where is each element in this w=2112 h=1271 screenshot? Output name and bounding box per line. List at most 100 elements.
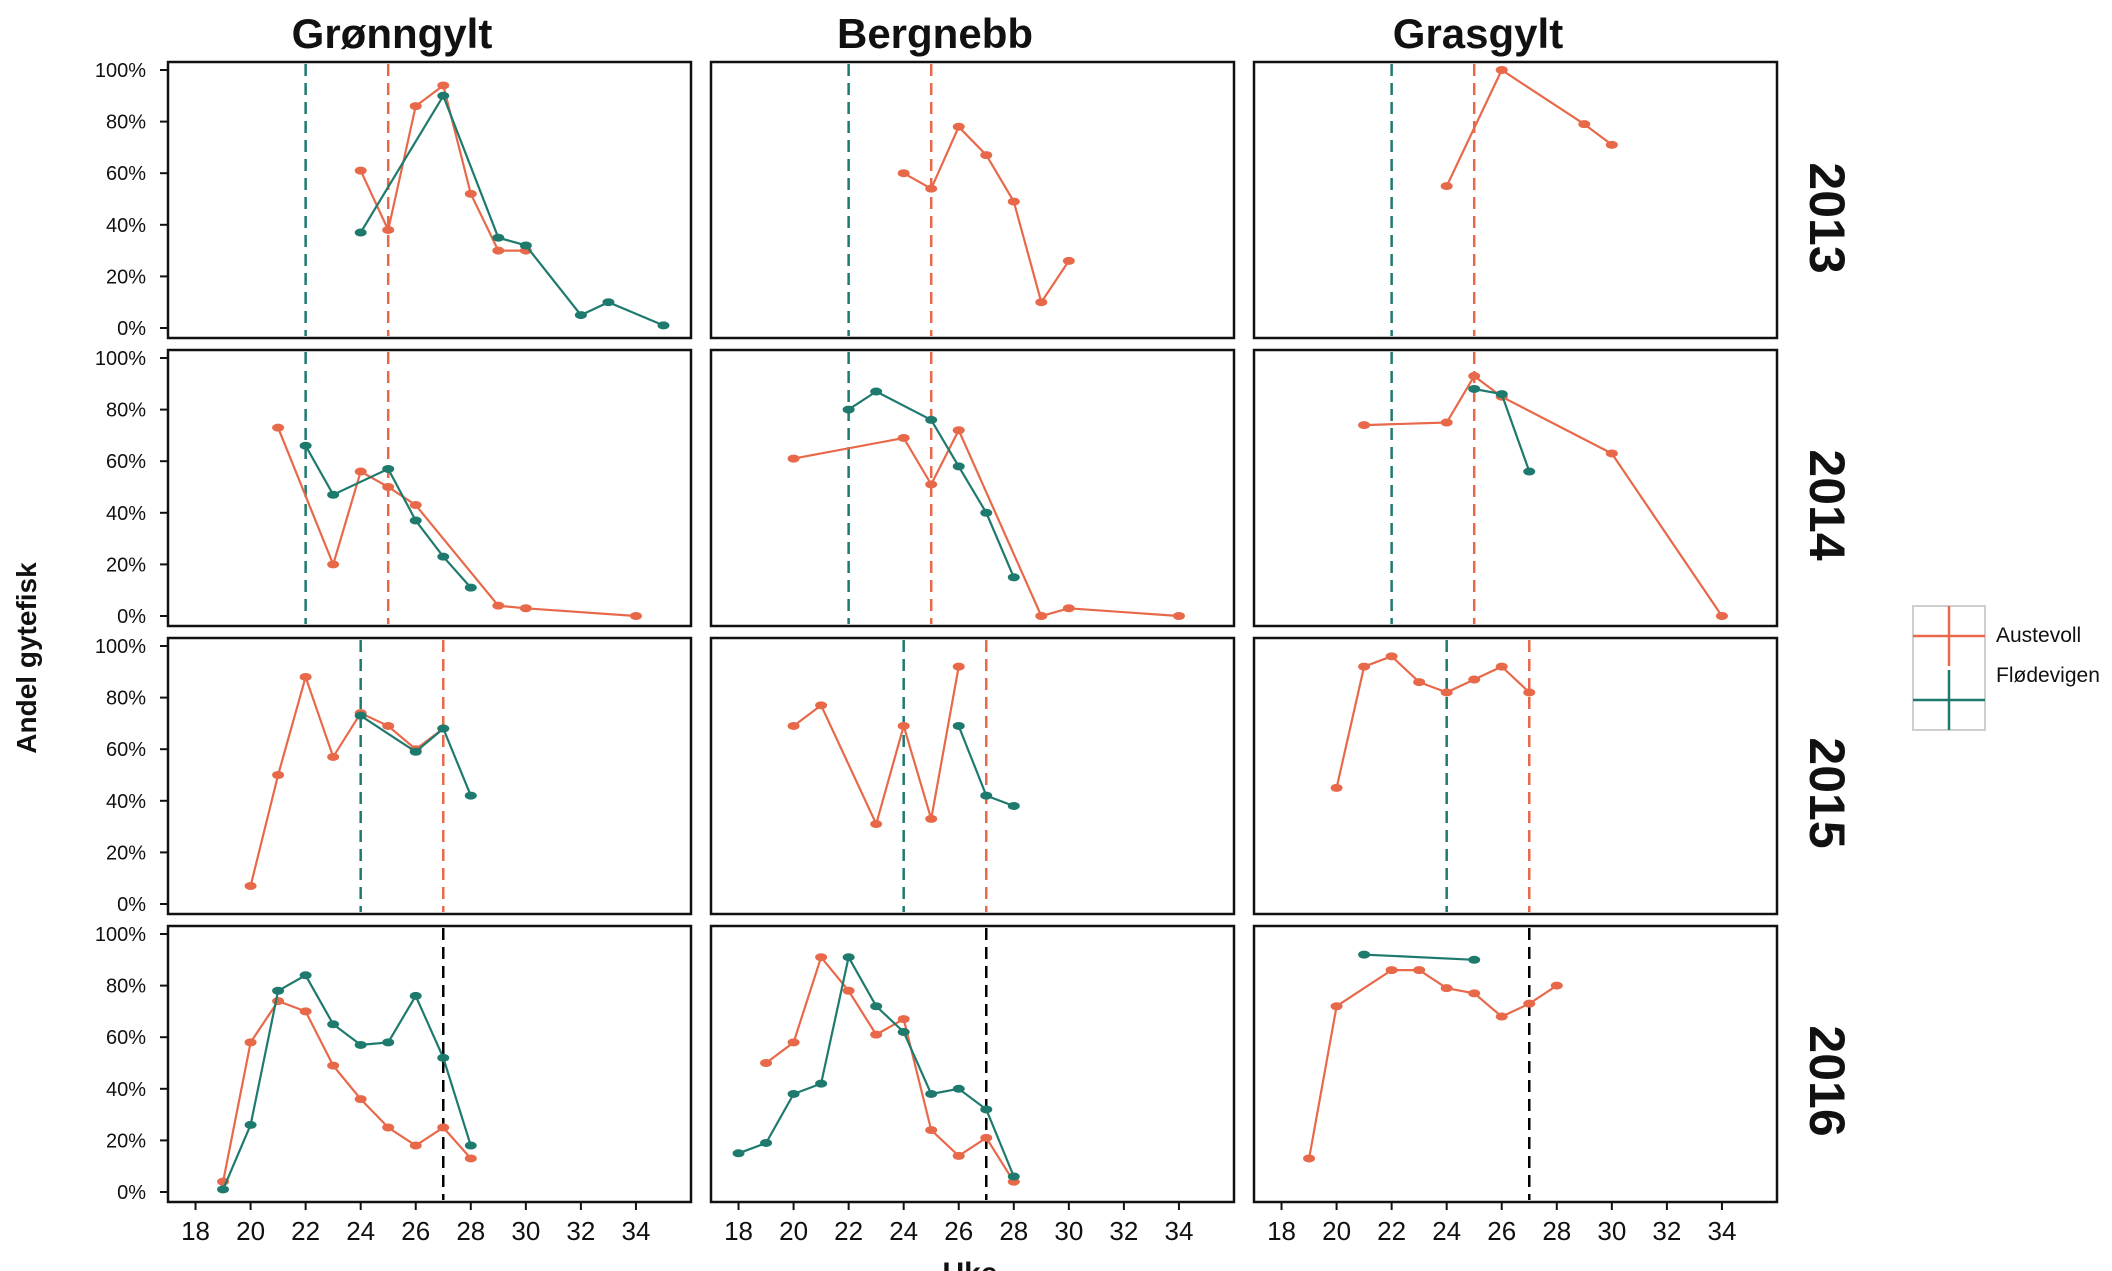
series-austevoll-point <box>272 423 285 432</box>
y-tick-label: 100% <box>95 924 146 946</box>
series-flodevigen-point <box>492 233 505 242</box>
panel-gronngylt-2014-frame <box>166 348 693 628</box>
series-flodevigen-point <box>1007 801 1020 810</box>
panel-grasgylt-2016-frame <box>1252 924 1779 1204</box>
series-austevoll-point <box>787 1038 800 1047</box>
series-austevoll-line <box>222 999 472 1182</box>
series-flodevigen-point <box>952 1084 965 1093</box>
x-tick-label: 30 <box>1597 1216 1626 1246</box>
x-tick-label: 24 <box>889 1216 918 1246</box>
series-austevoll-point <box>1035 298 1048 307</box>
y-tick-label: 100% <box>95 348 146 370</box>
series-flodevigen-point <box>327 1020 340 1029</box>
y-tick-label: 80% <box>106 112 146 134</box>
column-title-bergnebb: Bergnebb <box>837 10 1033 57</box>
series-flodevigen-point <box>409 747 422 756</box>
series-austevoll-point <box>327 560 340 569</box>
x-tick-label: 18 <box>1267 1216 1296 1246</box>
series-austevoll-point <box>409 102 422 111</box>
series-flodevigen-point <box>437 724 450 733</box>
series-flodevigen-point <box>980 508 993 517</box>
x-tick-label: 26 <box>1487 1216 1516 1246</box>
series-flodevigen-point <box>1523 467 1536 476</box>
series-austevoll-point <box>1440 688 1453 697</box>
series-flodevigen-point <box>925 1089 938 1098</box>
panel-bergnebb-2015 <box>709 636 1236 916</box>
series-austevoll-point <box>1413 678 1426 687</box>
series-austevoll-point <box>897 721 910 730</box>
series-austevoll-point <box>272 997 285 1006</box>
y-tick-label: 60% <box>106 739 146 761</box>
series-austevoll-point <box>409 501 422 510</box>
x-tick-label: 28 <box>456 1216 485 1246</box>
series-flodevigen-point <box>272 986 285 995</box>
series-austevoll-point <box>1358 421 1371 430</box>
series-austevoll-point <box>629 612 642 620</box>
series-flodevigen-point <box>217 1185 230 1194</box>
y-tick-label: 100% <box>95 60 146 82</box>
panel-grasgylt-2015 <box>1252 636 1779 916</box>
series-austevoll-point <box>244 1038 257 1047</box>
y-tick-label: 40% <box>106 1079 146 1101</box>
series-austevoll-point <box>1523 688 1536 697</box>
series-flodevigen-point <box>299 441 312 450</box>
series-austevoll-point <box>244 881 257 890</box>
series-austevoll-point <box>327 1061 340 1070</box>
panel-grasgylt-2014 <box>1252 348 1779 628</box>
series-austevoll-point <box>1303 1154 1316 1163</box>
series-flodevigen-point <box>602 298 615 307</box>
x-tick-label: 20 <box>779 1216 808 1246</box>
x-tick-label: 30 <box>511 1216 540 1246</box>
series-flodevigen-point <box>354 711 367 720</box>
series-austevoll-point <box>1440 984 1453 993</box>
series-austevoll-point <box>382 721 395 730</box>
y-tick-label: 60% <box>106 1027 146 1049</box>
series-austevoll-point <box>897 1015 910 1024</box>
panel-gronngylt-2016-frame <box>166 924 693 1204</box>
series-austevoll-point <box>1330 783 1343 792</box>
series-flodevigen-point <box>464 1141 477 1150</box>
series-austevoll-point <box>299 1007 312 1016</box>
series-flodevigen-point <box>409 516 422 525</box>
y-tick-label: 0% <box>117 606 146 628</box>
series-austevoll-point <box>980 1133 993 1142</box>
series-flodevigen-point <box>327 490 340 499</box>
panel-grasgylt-2014-frame <box>1252 348 1779 628</box>
series-flodevigen-point <box>952 721 965 730</box>
series-austevoll-point <box>952 662 965 671</box>
series-austevoll-point <box>1605 449 1618 458</box>
series-austevoll-point <box>382 483 395 491</box>
y-tick-label: 40% <box>106 503 146 525</box>
row-labels: 2013 2014 2015 2016 <box>1799 162 1855 1136</box>
y-tick-label: 0% <box>117 894 146 916</box>
series-flodevigen-line <box>304 445 472 589</box>
series-austevoll-point <box>354 1095 367 1104</box>
x-tick-label: 34 <box>1164 1216 1193 1246</box>
series-austevoll-point <box>980 151 993 160</box>
series-austevoll-point <box>870 820 883 829</box>
series-austevoll-point <box>787 721 800 730</box>
series-austevoll-point <box>1495 662 1508 671</box>
series-austevoll-point <box>925 480 938 489</box>
series-austevoll-point <box>1468 372 1481 381</box>
x-tick-label: 32 <box>566 1216 595 1246</box>
series-austevoll-point <box>327 752 340 761</box>
series-austevoll-point <box>760 1059 773 1067</box>
series-austevoll-point <box>1062 256 1075 265</box>
x-tick-label: 22 <box>834 1216 863 1246</box>
column-title-grasgylt: Grasgylt <box>1393 10 1563 57</box>
series-austevoll-point <box>1715 612 1728 620</box>
series-flodevigen-point <box>299 971 312 980</box>
series-flodevigen-point <box>980 791 993 800</box>
legend-label-austevoll: Austevoll <box>1996 624 2081 647</box>
series-austevoll-point <box>870 1030 883 1039</box>
series-austevoll-line <box>1445 68 1613 187</box>
series-austevoll-point <box>952 122 965 131</box>
panel-gronngylt-2015: 0% 20% 40% 60% 80% 100% <box>95 636 693 916</box>
x-tick-label: 26 <box>401 1216 430 1246</box>
x-tick-label: 20 <box>1322 1216 1351 1246</box>
series-austevoll-point <box>1550 981 1563 990</box>
series-austevoll-point <box>952 1151 965 1160</box>
series-austevoll-point <box>787 454 800 463</box>
x-tick-label: 34 <box>621 1216 650 1246</box>
